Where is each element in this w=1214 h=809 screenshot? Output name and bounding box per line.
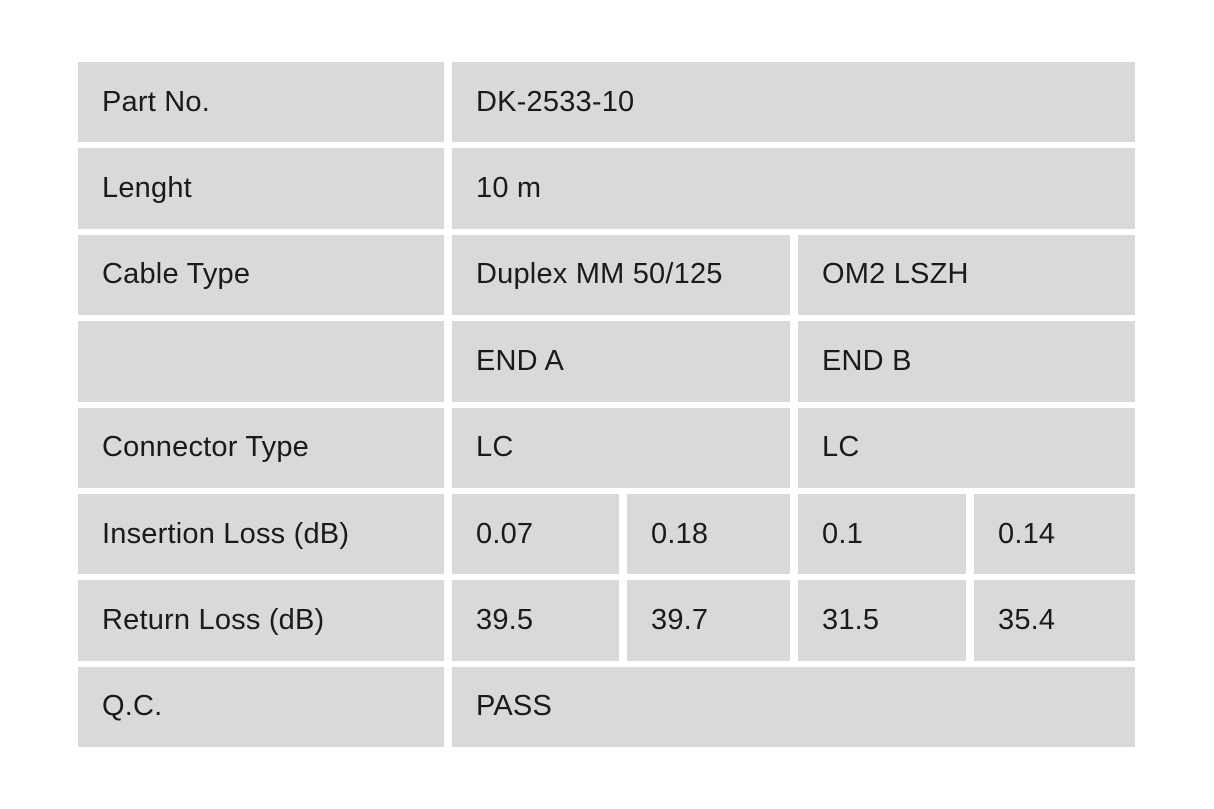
end-b-header: END B — [798, 321, 1135, 402]
connector-type-end-b: LC — [798, 407, 1135, 488]
return-loss-end-b-1: 31.5 — [798, 580, 966, 661]
return-loss-end-a-2: 39.7 — [627, 580, 790, 661]
qc-label: Q.C. — [78, 666, 444, 747]
qc-value: PASS — [452, 666, 1135, 747]
length-value: 10 m — [452, 148, 1135, 229]
insertion-loss-end-a-1: 0.07 — [452, 493, 619, 575]
part-no-value: DK-2533-10 — [452, 62, 1135, 143]
insertion-loss-end-a-2: 0.18 — [627, 493, 790, 575]
connector-type-end-a: LC — [452, 407, 790, 488]
return-loss-end-a-1: 39.5 — [452, 580, 619, 661]
return-loss-end-b-2: 35.4 — [974, 580, 1135, 661]
spec-table: Part No. DK-2533-10 Lenght 10 m Cable Ty… — [78, 62, 1135, 747]
insertion-loss-end-b-1: 0.1 — [798, 493, 966, 575]
cable-type-label: Cable Type — [78, 234, 444, 316]
part-no-label: Part No. — [78, 62, 444, 143]
insertion-loss-end-b-2: 0.14 — [974, 493, 1135, 575]
cable-type-value-a: Duplex MM 50/125 — [452, 234, 790, 316]
connector-type-label: Connector Type — [78, 407, 444, 488]
cable-type-value-b: OM2 LSZH — [798, 234, 1135, 316]
return-loss-label: Return Loss (dB) — [78, 580, 444, 661]
insertion-loss-label: Insertion Loss (dB) — [78, 493, 444, 575]
end-a-header: END A — [452, 321, 790, 402]
ends-empty-cell — [78, 321, 444, 402]
length-label: Lenght — [78, 148, 444, 229]
